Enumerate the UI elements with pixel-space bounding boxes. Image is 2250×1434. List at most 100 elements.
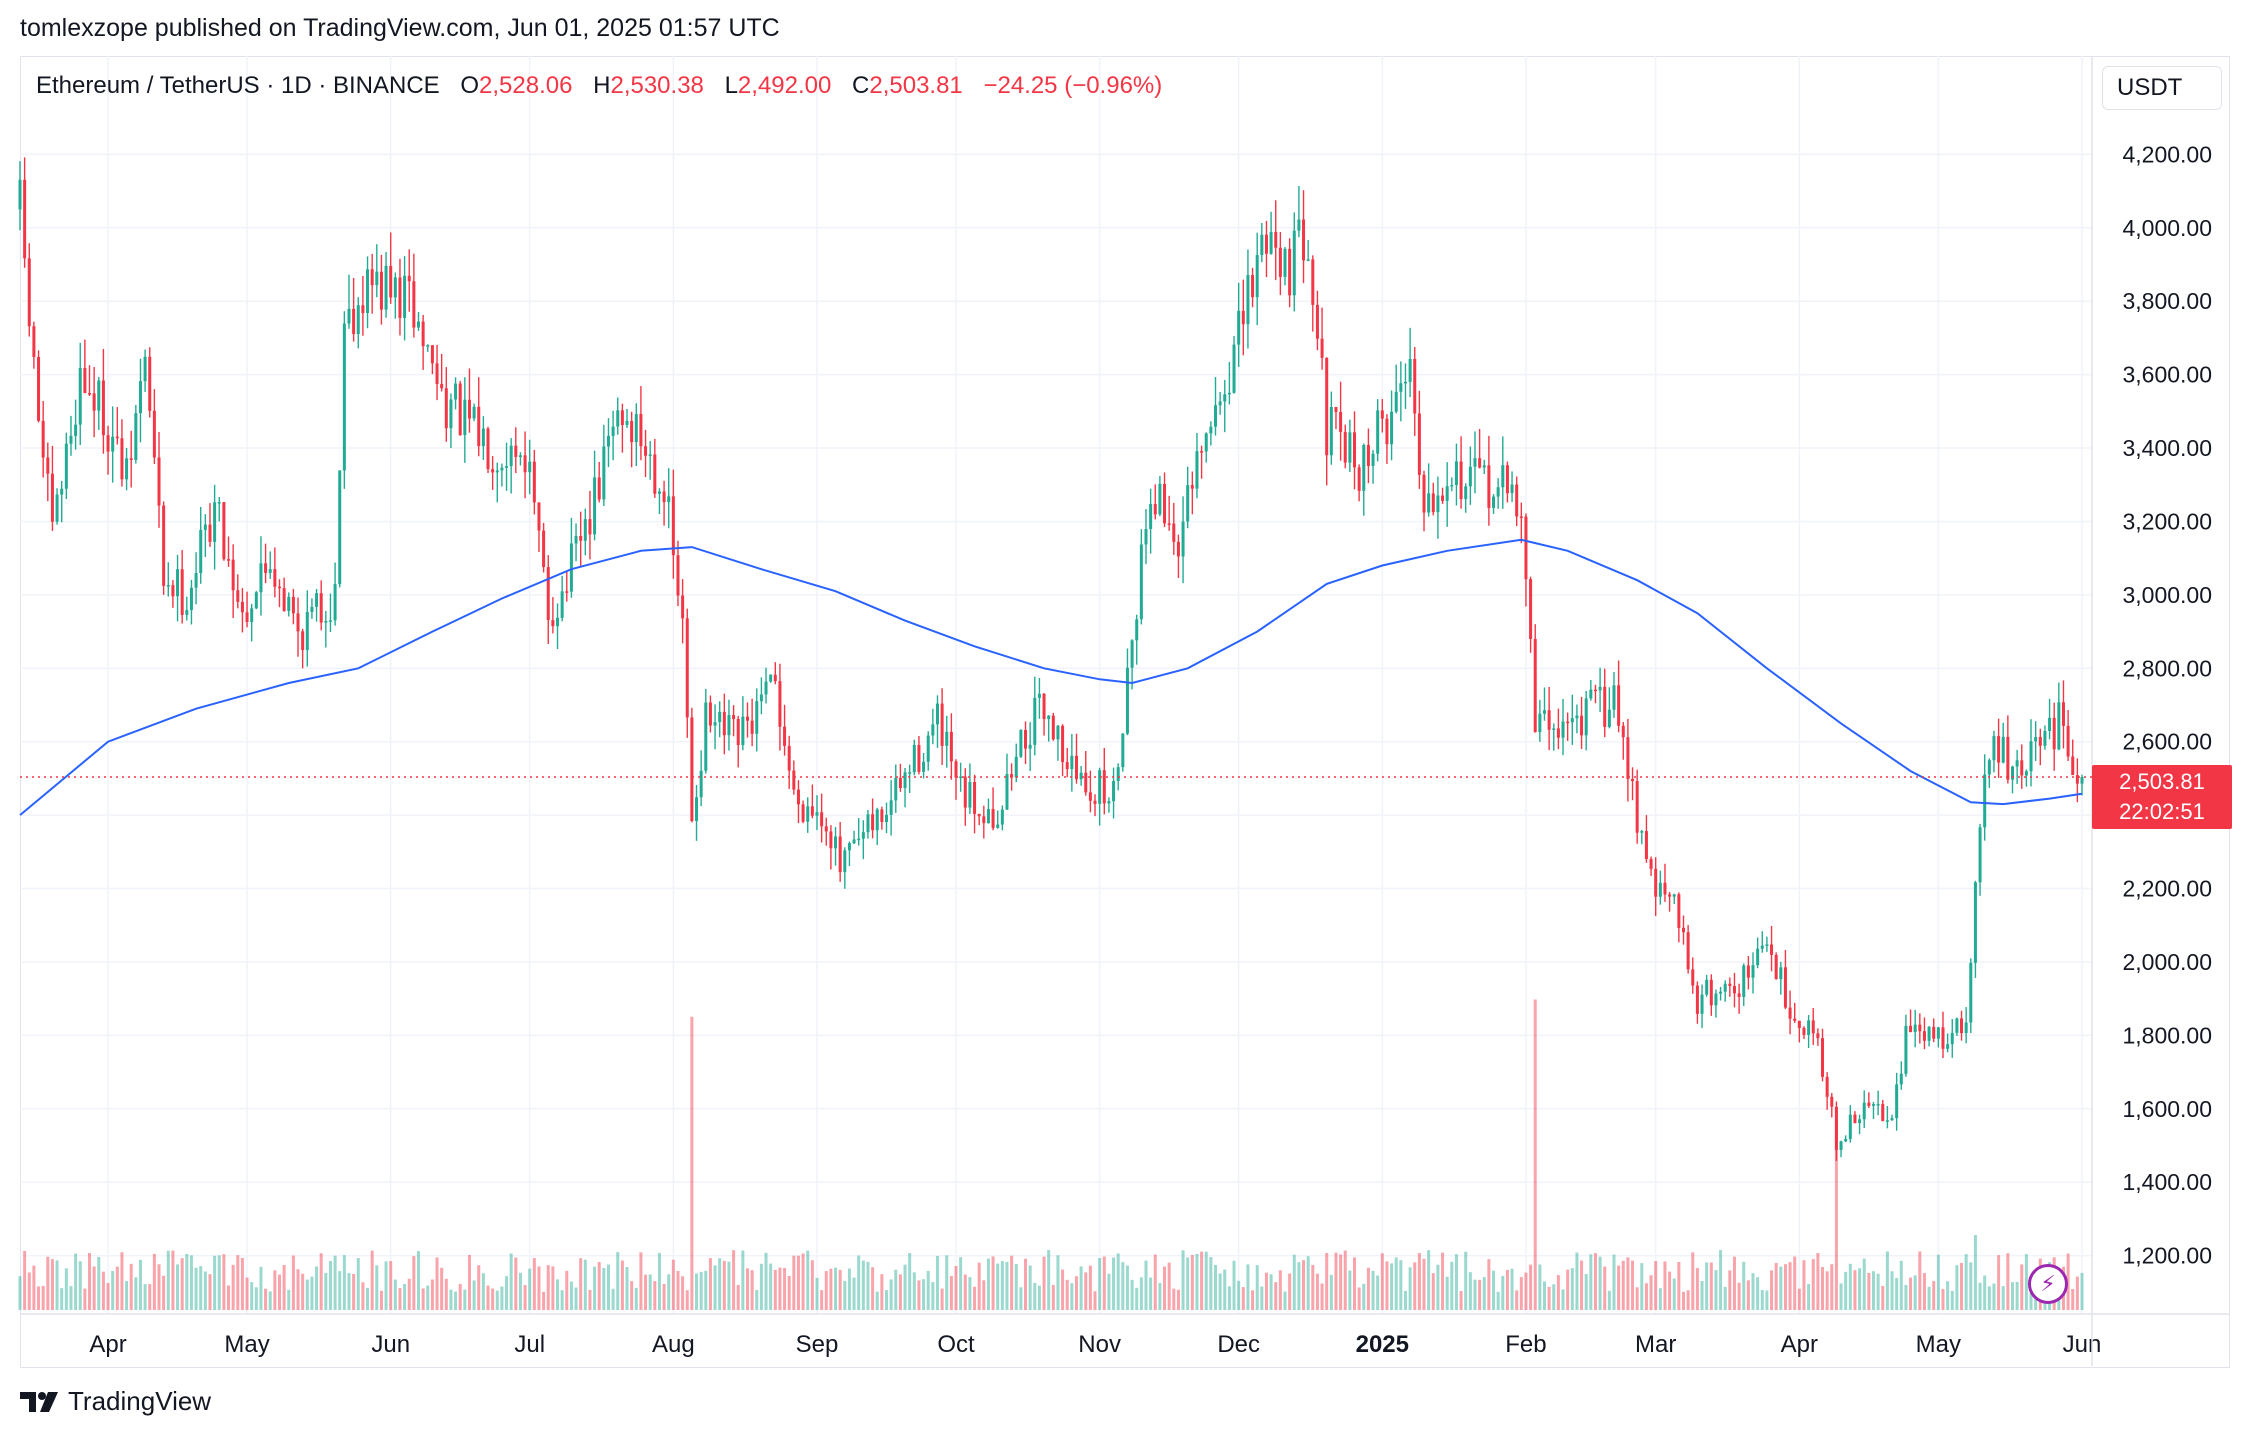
volume-bar xyxy=(166,1250,170,1310)
volume-bar xyxy=(1890,1271,1894,1310)
volume-bar xyxy=(1960,1262,1964,1310)
candle-body xyxy=(755,701,759,734)
volume-bar xyxy=(1668,1271,1672,1310)
volume-bar xyxy=(824,1271,828,1310)
candle-body xyxy=(217,502,221,504)
candle-body xyxy=(1163,483,1167,524)
candle-body xyxy=(129,458,133,460)
candle-body xyxy=(1329,406,1333,456)
y-tick-label: 1,800.00 xyxy=(2122,1022,2212,1048)
volume-bar xyxy=(1074,1276,1078,1310)
candle-body xyxy=(1204,433,1208,452)
volume-bar xyxy=(801,1253,805,1310)
candle-body xyxy=(1834,1106,1838,1150)
candle-body xyxy=(1830,1096,1834,1107)
lightning-bolt-icon[interactable]: ⚡ xyxy=(2028,1264,2068,1304)
symbol-label[interactable]: Ethereum / TetherUS · 1D · BINANCE xyxy=(36,72,440,99)
candle-body xyxy=(347,308,351,324)
candle-body xyxy=(546,567,550,621)
volume-bar xyxy=(639,1252,643,1310)
candle-body xyxy=(1501,465,1505,488)
candle-body xyxy=(1885,1120,1889,1122)
x-tick-label: Aug xyxy=(652,1331,695,1358)
candle-body xyxy=(83,367,87,394)
candle-body xyxy=(277,586,281,589)
candle-body xyxy=(1658,882,1662,897)
candle-body xyxy=(648,454,652,456)
candle-body xyxy=(231,559,235,591)
candle-body xyxy=(37,356,41,421)
candle-body xyxy=(1635,781,1639,833)
candle-body xyxy=(1403,381,1407,384)
volume-bar xyxy=(871,1267,875,1310)
x-tick-label: 2025 xyxy=(1356,1331,1409,1358)
candle-body xyxy=(407,275,411,282)
volume-bar xyxy=(1649,1275,1653,1310)
candle-body xyxy=(324,621,328,623)
volume-bar xyxy=(769,1263,773,1310)
volume-bar xyxy=(648,1274,652,1310)
volume-bar xyxy=(180,1258,184,1310)
candle-body xyxy=(662,491,666,503)
candle-body xyxy=(1417,413,1421,475)
volume-bar xyxy=(412,1256,416,1310)
candle-body xyxy=(959,776,963,779)
candle-body xyxy=(1339,412,1343,432)
candle-body xyxy=(1408,359,1412,382)
candle-body xyxy=(342,323,346,471)
candle-body xyxy=(166,585,170,587)
candle-body xyxy=(1617,685,1621,726)
candle-body xyxy=(1144,528,1148,545)
volume-bar xyxy=(1844,1271,1848,1310)
volume-bar xyxy=(1593,1253,1597,1310)
currency-button[interactable]: USDT xyxy=(2102,66,2222,110)
volume-bar xyxy=(1492,1270,1496,1310)
candle-body xyxy=(1770,944,1774,955)
candle-body xyxy=(1542,710,1546,714)
volume-bar xyxy=(1899,1260,1903,1310)
volume-bar xyxy=(1997,1255,2001,1310)
volume-bar xyxy=(148,1284,152,1310)
y-tick-label: 2,200.00 xyxy=(2122,876,2212,902)
candle-body xyxy=(1533,638,1537,733)
candle-body xyxy=(1751,965,1755,978)
volume-bar xyxy=(27,1272,31,1310)
volume-bar xyxy=(231,1264,235,1310)
volume-bar xyxy=(949,1276,953,1310)
volume-bar xyxy=(620,1260,624,1310)
volume-bar xyxy=(1973,1235,1977,1310)
volume-bar xyxy=(444,1278,448,1310)
candle-body xyxy=(366,269,370,313)
candle-body xyxy=(681,595,685,619)
candle-body xyxy=(1631,778,1635,782)
volume-bar xyxy=(1024,1258,1028,1310)
volume-bar xyxy=(1580,1260,1584,1310)
volume-bar xyxy=(282,1264,286,1310)
candle-body xyxy=(1779,967,1783,980)
volume-bar xyxy=(467,1254,471,1310)
volume-bar xyxy=(847,1268,851,1310)
candle-body xyxy=(1158,483,1162,515)
candle-body xyxy=(625,420,629,425)
volume-bar xyxy=(342,1255,346,1310)
candle-body xyxy=(1088,792,1092,801)
candle-body xyxy=(1492,496,1496,508)
candle-body xyxy=(1227,392,1231,395)
volume-bar xyxy=(477,1265,481,1310)
volume-bar xyxy=(1774,1262,1778,1310)
tradingview-logo[interactable]: TradingView xyxy=(20,1386,211,1417)
candle-body xyxy=(764,681,768,695)
candle-body xyxy=(639,414,643,447)
candle-body xyxy=(806,806,810,822)
candle-body xyxy=(1686,932,1690,970)
candle-body xyxy=(922,761,926,772)
candle-body xyxy=(542,530,546,568)
ohlc-legend: Ethereum / TetherUS · 1D · BINANCE O2,52… xyxy=(36,72,1162,100)
volume-bar xyxy=(565,1270,569,1310)
candle-body xyxy=(1468,466,1472,487)
candle-body xyxy=(593,477,597,535)
candle-body xyxy=(569,543,573,592)
volume-bar xyxy=(722,1260,726,1310)
volume-bar xyxy=(1992,1283,1996,1310)
